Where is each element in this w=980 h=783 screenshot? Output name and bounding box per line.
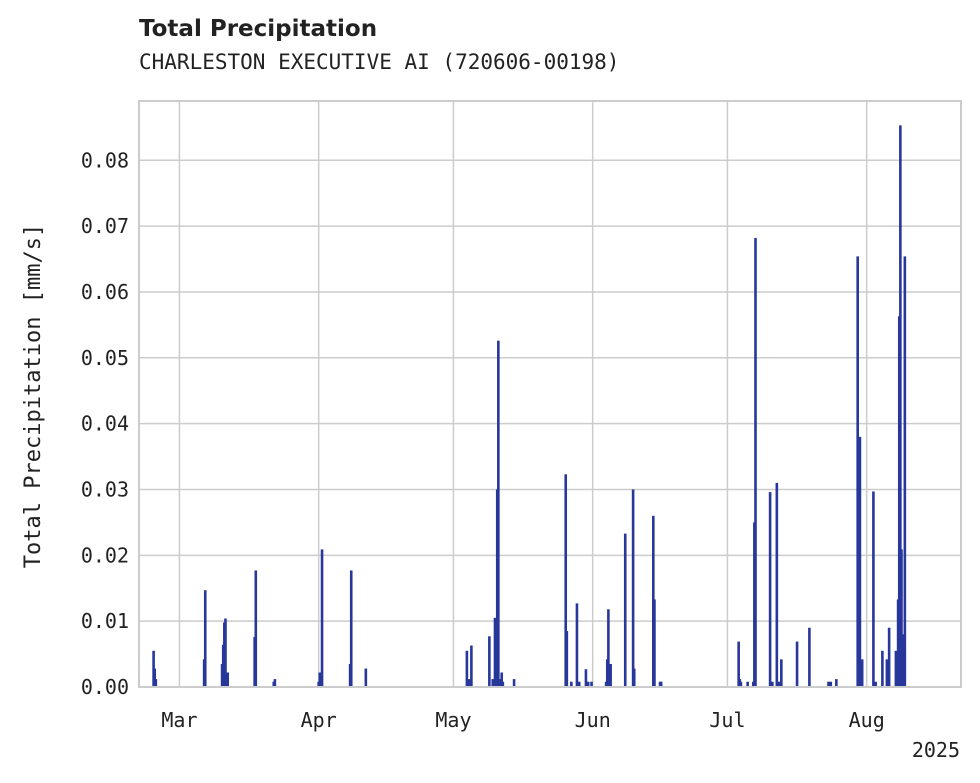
precipitation-bar — [887, 627, 891, 687]
precipitation-bar — [881, 650, 884, 687]
plot-frame — [138, 100, 962, 688]
precipitation-bar — [498, 679, 501, 687]
grid-lines — [139, 101, 961, 688]
precipitation-bar — [632, 668, 636, 687]
precipitation-bar — [470, 645, 473, 687]
precipitation-bar — [856, 256, 859, 687]
precipitation-bar — [491, 679, 495, 687]
x-tick-labels: Mar Apr May Jun Jul Aug — [161, 708, 884, 732]
precipitation-bar — [467, 679, 471, 687]
precipitation-bar — [872, 491, 875, 687]
precipitation-bar — [500, 672, 504, 687]
y-tick-label: 0.05 — [81, 346, 129, 370]
precipitation-bar — [780, 659, 783, 687]
precipitation-bar — [364, 668, 368, 687]
precipitation-bar — [564, 474, 568, 687]
precipitation-bar — [858, 436, 862, 687]
precipitation-bar — [577, 681, 581, 687]
precipitation-bar — [771, 681, 774, 687]
precipitation-bar — [829, 681, 833, 687]
precipitation-bar — [768, 492, 772, 687]
precipitation-bar — [570, 681, 573, 687]
precipitation-bar — [775, 482, 779, 687]
precipitation-bar — [739, 681, 743, 687]
precipitation-bar — [860, 659, 864, 687]
precipitation-bar — [777, 681, 781, 687]
precipitation-bar — [900, 549, 903, 687]
precipitation-bar — [874, 681, 877, 687]
precipitation-bar — [835, 679, 838, 687]
y-tick-label: 0.02 — [81, 543, 129, 567]
precipitation-bar — [565, 631, 569, 687]
precipitation-bar — [349, 570, 353, 687]
precipitation-bar — [623, 533, 627, 687]
precipitation-bar — [653, 599, 656, 687]
precipitation-bar — [659, 681, 663, 687]
x-tick-label: May — [435, 708, 471, 732]
precipitation-bar — [318, 672, 322, 687]
precipitation-bar — [746, 681, 749, 687]
bar-series — [152, 125, 907, 688]
precipitation-bar — [512, 679, 516, 687]
precipitation-bar — [754, 237, 757, 687]
x-tick-label: Mar — [161, 708, 197, 732]
precipitation-bar — [273, 679, 277, 687]
precipitation-bar — [737, 641, 740, 687]
precipitation-bar — [320, 549, 324, 687]
y-tick-labels: 0.00 0.01 0.02 0.03 0.04 0.05 0.06 0.07 0.08 — [81, 148, 129, 699]
y-tick-label: 0.08 — [81, 148, 129, 172]
precipitation-bar — [607, 609, 610, 687]
precipitation-bar — [586, 681, 590, 687]
precipitation-bar — [808, 627, 811, 687]
y-tick-label: 0.00 — [81, 675, 129, 699]
y-tick-label: 0.01 — [81, 609, 129, 633]
precipitation-bar — [827, 681, 830, 687]
y-tick-label: 0.07 — [81, 214, 129, 238]
precipitation-bar — [501, 681, 505, 687]
x-tick-label: Jul — [709, 708, 745, 732]
y-tick-label: 0.03 — [81, 477, 129, 501]
precipitation-bar — [899, 125, 902, 688]
y-tick-label: 0.06 — [81, 280, 129, 304]
precipitation-bar — [153, 668, 157, 687]
x-tick-label: Jun — [575, 708, 611, 732]
precipitation-bar — [885, 659, 889, 687]
precipitation-bar — [609, 663, 612, 687]
precipitation-bar — [903, 256, 907, 687]
precipitation-bar — [203, 590, 207, 687]
precipitation-bar — [493, 617, 497, 687]
precipitation-bar — [465, 650, 469, 687]
precipitation-bar — [795, 641, 799, 687]
x-axis-year-label: 2025 — [912, 738, 960, 762]
precipitation-bar — [894, 650, 898, 687]
precipitation-bar — [590, 681, 593, 687]
precipitation-bar — [631, 489, 635, 687]
chart-title: Total Precipitation — [139, 16, 378, 42]
precipitation-bar — [154, 679, 158, 687]
precipitation-bar — [254, 570, 258, 687]
chart-subtitle: CHARLESTON EXECUTIVE AI (720606-00198) — [139, 50, 620, 74]
precipitation-bar — [224, 618, 227, 687]
y-tick-label: 0.04 — [81, 412, 129, 436]
precipitation-bar — [584, 669, 588, 687]
x-tick-label: Apr — [301, 708, 337, 732]
precipitation-bar — [226, 672, 230, 687]
y-axis-label: Total Precipitation [mm/s] — [21, 224, 46, 568]
precipitation-bar — [575, 603, 579, 687]
precipitation-bar — [497, 340, 500, 687]
x-tick-label: Aug — [849, 708, 885, 732]
precipitation-bar — [488, 636, 491, 687]
